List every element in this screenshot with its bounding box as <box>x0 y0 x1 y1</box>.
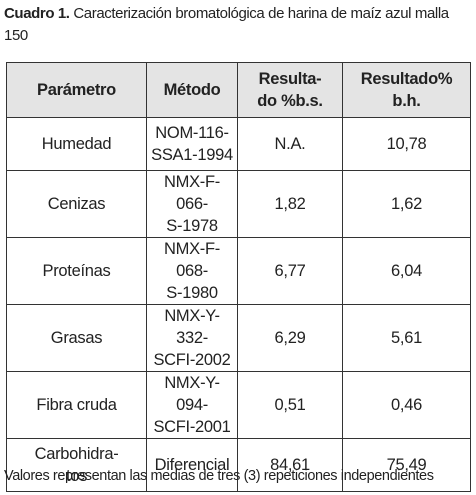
header-row: Parámetro Método Resulta- do %b.s. Resultad… <box>6 62 471 118</box>
table-cell: Grasas <box>6 304 147 372</box>
table-cell: 1,82 <box>237 170 343 238</box>
header-cell: Método <box>146 62 238 118</box>
table-cell: 84,61 <box>237 438 343 492</box>
table-cell: 0,46 <box>342 371 471 439</box>
table-cell: Carbohidra- tos <box>6 438 147 492</box>
table-cell: 1,62 <box>342 170 471 238</box>
table-cell: 75,49 <box>342 438 471 492</box>
table-cell: NOM-116- SSA1-1994 <box>146 117 238 171</box>
header-cell: Parámetro <box>6 62 147 118</box>
table-cell: 6,29 <box>237 304 343 372</box>
table-cell: 6,04 <box>342 237 471 305</box>
table-cell: NMX-Y-332- SCFI-2002 <box>146 304 238 372</box>
table-cell: N.A. <box>237 117 343 171</box>
table-cell: Fibra cruda <box>6 371 147 439</box>
table-cell: Cenizas <box>6 170 147 238</box>
table: Parámetro Método Resulta- do %b.s. Resultad… <box>6 62 471 492</box>
table-cell: Diferencial <box>146 438 238 492</box>
table-cell: Proteínas <box>6 237 147 305</box>
table-row: Fibra cruda NMX-Y-094- SCFI-2001 0,51 0,46 <box>6 371 471 439</box>
table-cell: 10,78 <box>342 117 471 171</box>
header-cell: Resultado% b.h. <box>342 62 471 118</box>
table-cell: 5,61 <box>342 304 471 372</box>
caption-label: Cuadro 1. <box>4 5 70 22</box>
caption: Cuadro 1. Caracterización bromatológica … <box>4 3 470 47</box>
header-cell: Resulta- do %b.s. <box>237 62 343 118</box>
table-cell: Humedad <box>6 117 147 171</box>
table-cell: 0,51 <box>237 371 343 439</box>
table-row: Grasas NMX-Y-332- SCFI-2002 6,29 5,61 <box>6 304 471 372</box>
table-cell: NMX-F-068- S-1980 <box>146 237 238 305</box>
table-body: Humedad NOM-116- SSA1-1994 N.A. 10,78 Ceniza… <box>6 117 471 492</box>
table-cell: 6,77 <box>237 237 343 305</box>
table-cell: NMX-F-066- S-1978 <box>146 170 238 238</box>
table-row: Cenizas NMX-F-066- S-1978 1,82 1,62 <box>6 170 471 238</box>
table-row: Humedad NOM-116- SSA1-1994 N.A. 10,78 <box>6 117 471 171</box>
table-row: Proteínas NMX-F-068- S-1980 6,77 6,04 <box>6 237 471 305</box>
table-row: Carbohidra- tos Diferencial 84,61 75,49 <box>6 438 471 492</box>
table-cell: NMX-Y-094- SCFI-2001 <box>146 371 238 439</box>
footnote: Valores representan las medias de tres (… <box>4 468 434 484</box>
caption-text: Caracterización bromatológica de harina … <box>4 5 449 44</box>
